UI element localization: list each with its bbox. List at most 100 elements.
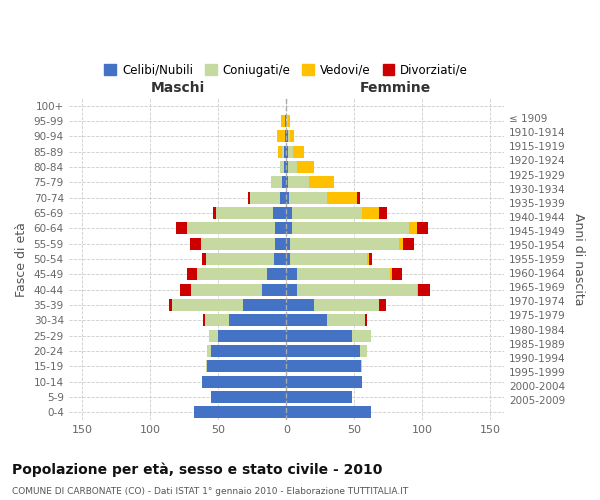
Bar [267,268,286,280]
Bar [285,115,286,127]
Bar [365,314,367,326]
Bar [286,146,287,158]
Y-axis label: Fasce di età: Fasce di età [15,222,28,296]
Bar [286,406,371,418]
Bar [274,253,286,265]
Bar [218,330,286,342]
Bar [206,360,208,372]
Bar [286,314,327,326]
Bar [176,222,187,234]
Bar [206,253,274,265]
Bar [200,238,275,250]
Bar [290,253,367,265]
Bar [190,238,200,250]
Bar [297,284,417,296]
Bar [286,376,362,388]
Bar [379,207,387,219]
Bar [281,115,285,127]
Bar [211,391,286,403]
Bar [180,284,191,296]
Bar [277,130,285,142]
Bar [297,161,314,173]
Bar [389,268,392,280]
Bar [379,299,386,311]
Bar [286,238,290,250]
Bar [327,192,357,203]
Legend: Celibi/Nubili, Coniugati/e, Vedovi/e, Divorziati/e: Celibi/Nubili, Coniugati/e, Vedovi/e, Di… [100,59,473,81]
Bar [287,146,293,158]
Bar [287,161,297,173]
Bar [286,115,287,127]
Bar [285,130,286,142]
Bar [352,330,371,342]
Bar [286,268,297,280]
Bar [286,284,297,296]
Bar [205,314,229,326]
Bar [286,253,290,265]
Bar [202,253,206,265]
Bar [417,222,428,234]
Bar [187,268,197,280]
Bar [282,146,284,158]
Bar [287,176,310,188]
Bar [286,207,292,219]
Bar [327,314,365,326]
Bar [271,176,282,188]
Bar [169,299,172,311]
Bar [202,376,286,388]
Bar [392,268,402,280]
Bar [187,222,275,234]
Text: Femmine: Femmine [359,81,431,95]
Bar [287,130,290,142]
Bar [197,268,267,280]
Bar [286,391,352,403]
Bar [275,238,286,250]
Bar [172,299,243,311]
Bar [278,146,282,158]
Bar [286,345,360,357]
Bar [280,161,284,173]
Bar [286,130,287,142]
Bar [292,222,409,234]
Bar [208,360,286,372]
Bar [280,192,286,203]
Bar [194,406,286,418]
Bar [286,192,289,203]
Bar [360,345,367,357]
Bar [314,299,379,311]
Bar [203,314,205,326]
Bar [250,192,280,203]
Bar [293,146,304,158]
Bar [310,176,334,188]
Bar [292,207,362,219]
Bar [399,238,403,250]
Bar [403,238,414,250]
Bar [357,192,360,203]
Bar [290,130,295,142]
Bar [289,192,327,203]
Bar [362,207,379,219]
Y-axis label: Anni di nascita: Anni di nascita [572,213,585,306]
Bar [418,284,430,296]
Bar [262,284,286,296]
Bar [290,238,399,250]
Bar [287,115,290,127]
Bar [284,161,286,173]
Bar [209,330,218,342]
Bar [243,299,286,311]
Text: COMUNE DI CARBONATE (CO) - Dati ISTAT 1° gennaio 2010 - Elaborazione TUTTITALIA.: COMUNE DI CARBONATE (CO) - Dati ISTAT 1°… [12,488,408,496]
Bar [211,345,286,357]
Bar [273,207,286,219]
Bar [367,253,369,265]
Bar [286,330,352,342]
Bar [229,314,286,326]
Bar [417,284,418,296]
Bar [409,222,417,234]
Bar [282,176,286,188]
Bar [297,268,389,280]
Bar [286,360,361,372]
Bar [286,299,314,311]
Bar [286,222,292,234]
Bar [213,207,215,219]
Bar [361,360,362,372]
